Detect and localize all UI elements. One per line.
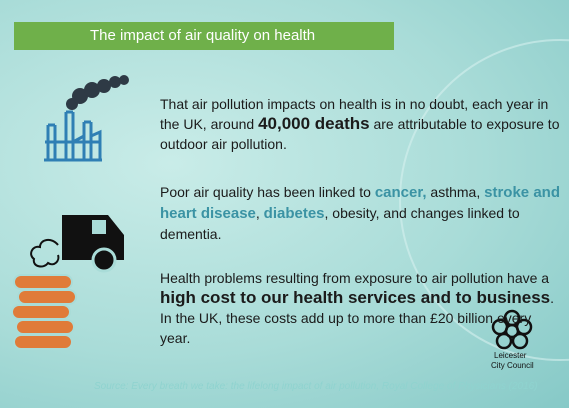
highlight: stroke and heart disease bbox=[160, 184, 560, 222]
text: That air pollution impacts on health is … bbox=[160, 96, 549, 132]
text: , bbox=[255, 205, 264, 221]
logo-name: City Council bbox=[491, 361, 534, 370]
highlight: 40,000 deaths bbox=[258, 114, 370, 133]
paragraph: Poor air quality has been linked to canc… bbox=[160, 182, 560, 244]
arc bbox=[399, 39, 569, 361]
text: Health problems resulting from exposure … bbox=[160, 270, 550, 286]
factory-icon bbox=[44, 110, 102, 162]
title-banner bbox=[14, 22, 394, 50]
logo-name: Leicester bbox=[494, 351, 527, 360]
paragraph: That air pollution impacts on health is … bbox=[160, 94, 560, 154]
highlight: high cost to our health services and to … bbox=[160, 288, 551, 307]
text: . In the UK, these costs add up to more … bbox=[160, 290, 555, 346]
smoke bbox=[66, 75, 129, 110]
highlight: cancer, bbox=[374, 184, 427, 201]
slide-title: The impact of air quality on health bbox=[90, 27, 316, 44]
text: , obesity, and changes linked to dementi… bbox=[160, 205, 520, 242]
truck-icon bbox=[30, 215, 124, 273]
text: are attributable to exposure to outdoor … bbox=[160, 116, 560, 152]
paragraph: Health problems resulting from exposure … bbox=[160, 268, 560, 348]
logo-icon bbox=[491, 309, 533, 350]
coins-icon bbox=[11, 274, 77, 350]
source: Source: Every breath we take: the lifelo… bbox=[94, 381, 538, 392]
text: asthma, bbox=[426, 184, 485, 200]
highlight: diabetes bbox=[263, 205, 325, 222]
text: Poor air quality has been linked to bbox=[160, 184, 375, 200]
